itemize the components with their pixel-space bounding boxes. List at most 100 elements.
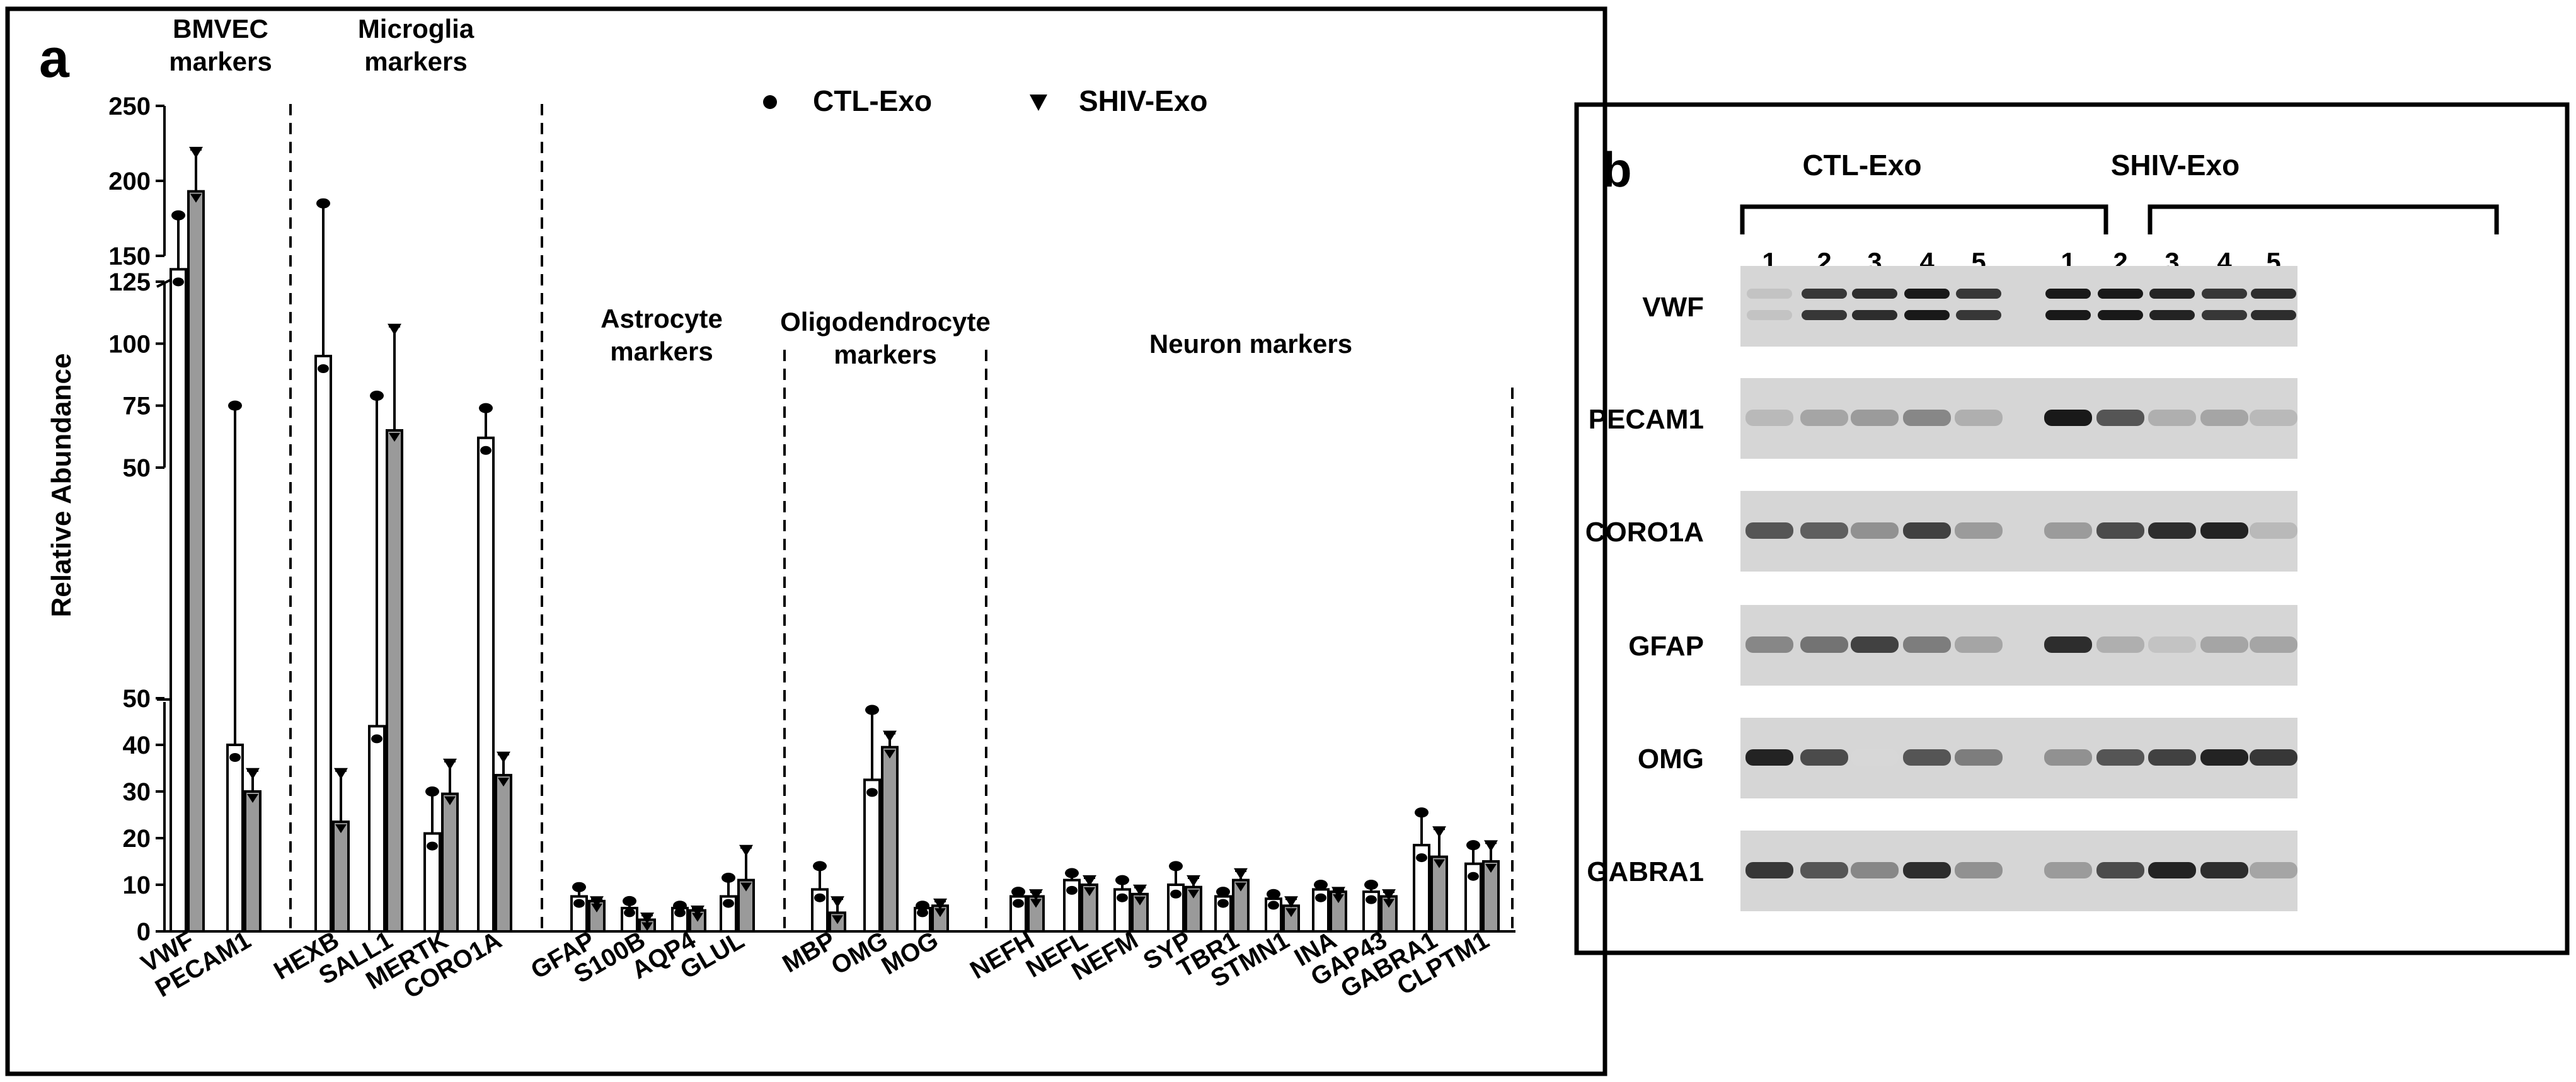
group-labels: BMVEC markers Microglia markers Astrocyte mar…: [169, 14, 1352, 369]
bar-shiv-exo: [441, 758, 459, 933]
blot-band: [2148, 410, 2196, 426]
bar-shiv-exo: [1482, 840, 1500, 933]
panel-b-frame: [1574, 102, 2570, 955]
blot-band: [1747, 289, 1792, 299]
bar-shiv-exo: [1185, 875, 1202, 933]
blot-band: [1800, 862, 1848, 878]
blot-band: [2098, 310, 2143, 320]
legend-label-ctl: CTL-Exo: [813, 84, 932, 117]
blot-band: [2200, 749, 2248, 766]
y-tick-label: 125: [108, 268, 151, 296]
blot-row: GFAP: [1628, 605, 2297, 686]
shiv-marker: [933, 898, 947, 910]
bar-rect: [332, 820, 350, 933]
y-tick-label: 200: [108, 168, 151, 195]
bar-rect: [863, 778, 881, 933]
blot-band: [2200, 410, 2248, 426]
blot-band: [1745, 862, 1793, 878]
x-tick-label: MOG: [877, 926, 943, 981]
legend-label-shiv: SHIV-Exo: [1079, 84, 1208, 117]
blot-band: [1745, 522, 1793, 539]
bar-shiv-exo: [1430, 826, 1448, 933]
shiv-marker: [334, 768, 348, 780]
bar-ctl-exo: [368, 390, 386, 933]
ctl-marker: [425, 786, 439, 797]
shiv-marker: [1285, 908, 1297, 918]
bar-rect: [314, 355, 332, 933]
ctl-marker: [318, 364, 329, 373]
blot-band: [2202, 310, 2247, 320]
blot-band: [1851, 636, 1899, 653]
ctl-marker: [173, 277, 184, 287]
blot-band: [2251, 310, 2296, 320]
ctl-marker: [316, 198, 330, 209]
y-tick-label: 10: [123, 872, 151, 899]
ctl-marker: [1314, 880, 1328, 890]
blot-band: [1800, 410, 1848, 426]
shiv-marker: [1133, 884, 1147, 896]
bar-ctl-exo: [1063, 868, 1081, 933]
y-tick-label: 150: [108, 243, 151, 270]
ctl-marker: [1216, 887, 1230, 897]
ctl-marker: [865, 705, 879, 715]
y-tick-label: 75: [123, 393, 151, 420]
ctl-marker: [1415, 807, 1429, 818]
blot-row: CORO1A: [1585, 491, 2297, 572]
bar-ctl-exo: [570, 882, 588, 933]
ctl-marker: [917, 908, 928, 918]
group-label: markers: [610, 337, 713, 366]
bar-rect: [495, 774, 512, 933]
bars: [170, 147, 1500, 933]
shiv-marker: [1083, 875, 1096, 887]
y-tick-label: 30: [123, 778, 151, 806]
bar-shiv-exo: [1131, 884, 1149, 933]
bar-rect: [170, 268, 187, 933]
shiv-marker: [1485, 864, 1497, 873]
ctl-marker: [814, 893, 825, 902]
bar-shiv-exo: [588, 896, 606, 933]
shiv-marker: [1432, 826, 1446, 838]
bar-shiv-exo: [244, 768, 262, 933]
shiv-marker: [1333, 894, 1344, 904]
blot-band: [1955, 410, 2003, 426]
bar-rect: [226, 744, 244, 933]
bar-shiv-exo: [495, 751, 512, 933]
bar-rect: [1482, 860, 1500, 933]
shiv-marker: [832, 915, 843, 924]
ctl-marker: [480, 446, 492, 455]
bar-ctl-exo: [914, 901, 931, 933]
bar-shiv-exo: [1380, 889, 1398, 933]
ctl-marker: [916, 901, 929, 911]
blot-band: [2044, 636, 2092, 653]
ctl-marker: [866, 788, 878, 797]
y-tick-label: 50: [123, 685, 151, 713]
shiv-marker: [1382, 889, 1396, 901]
bar-shiv-exo: [386, 323, 403, 933]
bar-shiv-exo: [1027, 889, 1045, 933]
y-tick-label: 100: [108, 330, 151, 358]
ctl-marker: [1065, 868, 1079, 878]
ctl-marker: [228, 400, 242, 411]
bar-ctl-exo: [811, 861, 829, 933]
shiv-marker: [1188, 889, 1199, 899]
blot-band: [1745, 636, 1793, 653]
ctl-marker: [1268, 901, 1279, 910]
ctl-marker: [171, 210, 185, 221]
blot-band: [2096, 522, 2144, 539]
blot-band: [1852, 289, 1897, 299]
blot-band: [2148, 862, 2196, 878]
bar-rect: [244, 790, 262, 933]
blot-band: [1802, 289, 1847, 299]
shiv-marker: [1434, 859, 1445, 868]
ctl-marker: [1366, 895, 1377, 904]
shiv-marker: [1383, 899, 1394, 908]
shiv-marker: [883, 730, 897, 742]
ctl-marker: [1468, 872, 1479, 881]
shiv-marker: [934, 908, 946, 918]
blot-band: [2096, 862, 2144, 878]
bar-ctl-exo: [1265, 889, 1282, 933]
blot-row-label: GABRA1: [1587, 856, 1704, 887]
y-tick-label: 20: [123, 825, 151, 853]
shiv-marker: [498, 778, 509, 787]
